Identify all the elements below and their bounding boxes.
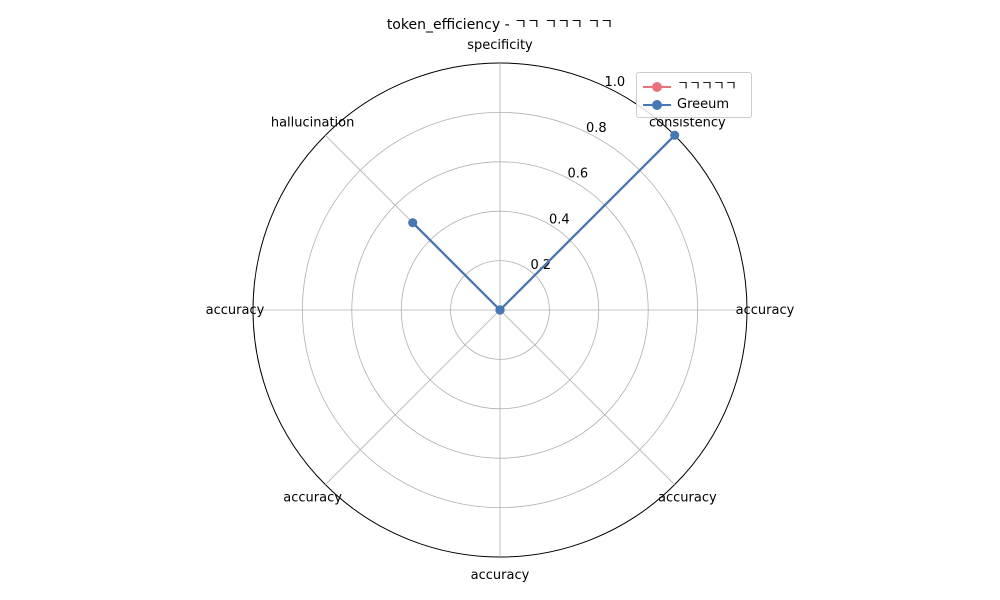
series-line [411, 134, 676, 312]
legend: ㄱㄱㄱㄱㄱ Greeum [636, 72, 752, 118]
data-point [670, 130, 680, 140]
radial-tick-labels: 0.2 0.4 0.6 0.8 1.0 [531, 75, 626, 273]
grid-spoke [499, 309, 675, 485]
radial-tick-label: 0.2 [531, 258, 552, 273]
legend-swatch-marker [652, 82, 662, 92]
axis-labels: specificity consistency accuracy accuracy ac… [206, 38, 795, 583]
axis-label: accuracy [736, 303, 795, 318]
chart-title: token_efficiency - ㄱㄱ ㄱㄱㄱ ㄱㄱ [387, 17, 613, 33]
legend-item-series-1: ㄱㄱㄱㄱㄱ [637, 78, 753, 96]
data-point [408, 218, 418, 228]
series-line [411, 134, 676, 312]
radial-tick-label: 0.6 [568, 167, 589, 182]
data-point [495, 305, 505, 315]
series-2 [408, 130, 680, 315]
grid-spoke [325, 309, 501, 485]
axis-label: accuracy [471, 568, 530, 583]
legend-label: Greeum [677, 97, 730, 112]
radial-tick-label: 1.0 [605, 75, 626, 90]
axis-label: hallucination [271, 116, 355, 131]
series-group [408, 130, 680, 315]
radial-tick-label: 0.8 [586, 121, 607, 136]
axis-label: consistency [649, 116, 726, 131]
legend-swatch-marker [652, 100, 662, 110]
radial-tick-label: 0.4 [549, 212, 570, 227]
legend-label: ㄱㄱㄱㄱㄱ [677, 79, 737, 94]
axis-label: accuracy [658, 490, 717, 505]
legend-item-series-2: Greeum [637, 96, 753, 114]
axis-label: accuracy [206, 303, 265, 318]
axis-label: specificity [467, 38, 533, 53]
axis-label: accuracy [283, 490, 342, 505]
